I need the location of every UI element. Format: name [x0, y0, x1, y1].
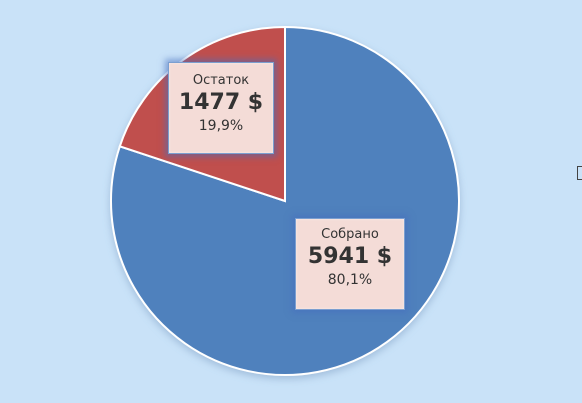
slice-name-rest: Остаток — [192, 73, 250, 88]
data-label-rest: Остаток 1477 $ 19,9% — [168, 62, 274, 154]
edge-bracket — [577, 166, 582, 180]
slice-percent-rest: 19,9% — [198, 118, 244, 134]
slice-percent-collected: 80,1% — [327, 272, 373, 288]
slice-name-collected: Собрано — [321, 227, 379, 242]
slice-value-collected: 5941 $ — [307, 244, 393, 269]
slice-value-rest: 1477 $ — [178, 90, 264, 115]
data-label-collected: Собрано 5941 $ 80,1% — [295, 218, 405, 310]
